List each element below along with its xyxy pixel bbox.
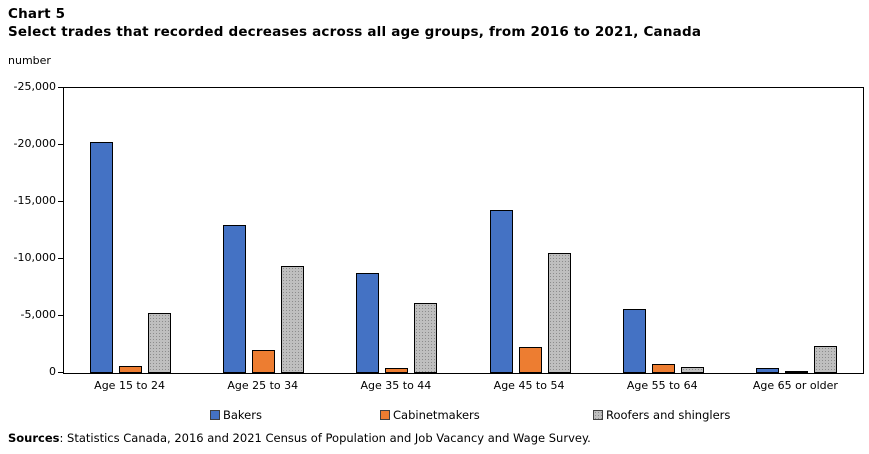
y-tick-label-5-000: -5,000 [20,308,56,321]
bar-roofers-and-shinglers-age-65-or-older [813,345,837,373]
legend-swatch-bakers [210,410,220,420]
bar-roofers-and-shinglers-age-25-to-34 [281,265,305,373]
x-tick-label-age-55-to-64: Age 55 to 64 [626,379,698,392]
bar-roofers-and-shinglers-age-55-to-64 [680,366,704,373]
bar-cabinetmakers-age-55-to-64 [651,364,675,373]
sources-text: : Statistics Canada, 2016 and 2021 Censu… [59,431,591,445]
bar-roofers-and-shinglers-age-35-to-44 [414,303,438,373]
bar-bakers-age-65-or-older [755,367,779,373]
bar-cabinetmakers-age-35-to-44 [385,367,409,373]
y-tick-mark [58,315,63,316]
legend-swatch-cabinetmakers [380,410,390,420]
y-tick-label-10-000: -10,000 [13,251,56,264]
legend-item-roofers-and-shinglers: Roofers and shinglers [593,408,730,422]
y-tick-label-25-000: -25,000 [13,80,56,93]
y-tick-mark [58,201,63,202]
chart-number-label: Chart 5 [8,6,66,22]
x-tick-label-age-25-to-34: Age 25 to 34 [227,379,299,392]
bar-cabinetmakers-age-65-or-older [784,371,808,373]
legend-label-roofers-and-shinglers: Roofers and shinglers [606,408,731,422]
legend-label-cabinetmakers: Cabinetmakers [393,408,480,422]
bar-bakers-age-35-to-44 [356,272,380,373]
bar-cabinetmakers-age-25-to-34 [252,350,276,373]
x-tick-label-age-45-to-54: Age 45 to 54 [493,379,565,392]
bar-bakers-age-55-to-64 [622,309,646,373]
legend-label-bakers: Bakers [223,408,262,422]
bar-cabinetmakers-age-15-to-24 [119,366,143,373]
bar-bakers-age-15-to-24 [90,141,114,373]
plot-area [63,87,864,374]
bar-roofers-and-shinglers-age-15-to-24 [148,312,172,373]
legend-swatch-roofers-and-shinglers [593,410,603,420]
y-tick-label-15-000: -15,000 [13,194,56,207]
x-tick-label-age-15-to-24: Age 15 to 24 [94,379,165,392]
sources-label: Sources [8,431,60,445]
y-tick-mark [58,372,63,373]
bar-bakers-age-45-to-54 [489,209,513,373]
unit-label: number [8,54,51,67]
legend-item-bakers: Bakers [210,408,262,422]
y-tick-label-0: 0 [49,365,56,378]
y-tick-mark [58,87,63,88]
chart-title: Select trades that recorded decreases ac… [8,24,702,40]
y-tick-label-20-000: -20,000 [13,137,56,150]
legend-item-cabinetmakers: Cabinetmakers [380,408,480,422]
bar-bakers-age-25-to-34 [223,224,247,373]
y-tick-mark [58,144,63,145]
sources-note: Sources: Statistics Canada, 2016 and 202… [8,431,591,445]
bar-roofers-and-shinglers-age-45-to-54 [547,253,571,373]
x-tick-label-age-65-or-older: Age 65 or older [752,379,838,392]
bar-cabinetmakers-age-45-to-54 [518,346,542,373]
x-tick-label-age-35-to-44: Age 35 to 44 [360,379,432,392]
y-tick-mark [58,258,63,259]
